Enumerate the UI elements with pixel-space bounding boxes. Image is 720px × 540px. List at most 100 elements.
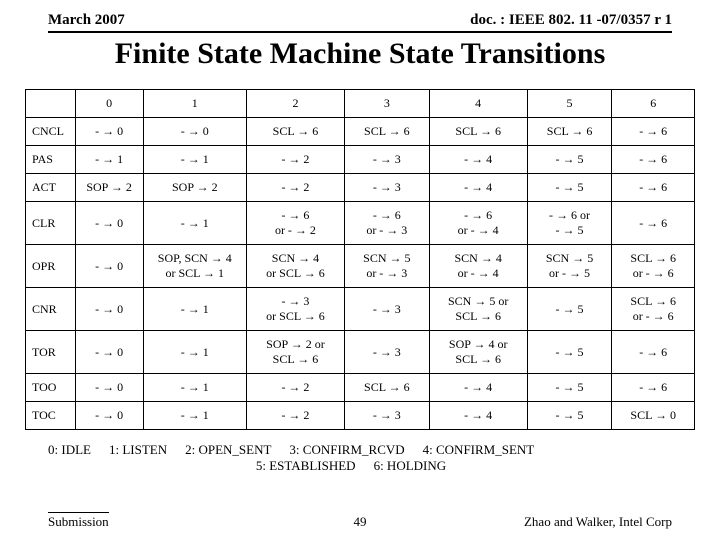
cell: - → 3 xyxy=(344,288,429,331)
cell: SCL → 6or - → 6 xyxy=(612,245,695,288)
cell: - → 4 xyxy=(429,146,527,174)
table-row: TOO- → 0- → 1- → 2SCL → 6- → 4- → 5- → 6 xyxy=(26,374,695,402)
cell: - → 4 xyxy=(429,402,527,430)
cell: - → 0 xyxy=(143,118,246,146)
cell: SCN → 5 orSCL → 6 xyxy=(429,288,527,331)
table-row: CNCL- → 0- → 0SCL → 6SCL → 6SCL → 6SCL →… xyxy=(26,118,695,146)
row-label: ACT xyxy=(26,174,76,202)
col-header: 4 xyxy=(429,90,527,118)
table-row: PAS- → 1- → 1- → 2- → 3- → 4- → 5- → 6 xyxy=(26,146,695,174)
cell: - → 3 xyxy=(344,174,429,202)
cell: - → 5 xyxy=(527,288,612,331)
row-label: CLR xyxy=(26,202,76,245)
cell: - → 0 xyxy=(75,118,143,146)
col-header: 3 xyxy=(344,90,429,118)
cell: - → 1 xyxy=(143,146,246,174)
cell: SCL → 0 xyxy=(612,402,695,430)
legend-item: 2: OPEN_SENT xyxy=(185,442,271,458)
footer-left: Submission xyxy=(48,512,109,530)
cell: - → 6 xyxy=(612,146,695,174)
header-underline xyxy=(48,31,672,33)
cell: - → 3 xyxy=(344,331,429,374)
header-bar: March 2007 doc. : IEEE 802. 11 -07/0357 … xyxy=(0,0,720,29)
cell: SOP → 4 orSCL → 6 xyxy=(429,331,527,374)
cell: - → 0 xyxy=(75,331,143,374)
cell: SOP → 2 xyxy=(143,174,246,202)
legend-item: 1: LISTEN xyxy=(109,442,167,458)
cell: - → 6 xyxy=(612,174,695,202)
cell: - → 0 xyxy=(75,202,143,245)
row-label: CNR xyxy=(26,288,76,331)
cell: SCL → 6or - → 6 xyxy=(612,288,695,331)
table-row: CLR- → 0- → 1- → 6or - → 2- → 6or - → 3-… xyxy=(26,202,695,245)
cell: SCL → 6 xyxy=(527,118,612,146)
legend-item: 5: ESTABLISHED xyxy=(256,458,356,474)
cell: SCL → 6 xyxy=(344,118,429,146)
legend: 0: IDLE1: LISTEN2: OPEN_SENT3: CONFIRM_R… xyxy=(48,442,672,474)
cell: - → 0 xyxy=(75,245,143,288)
cell: SCN → 5or - → 3 xyxy=(344,245,429,288)
cell: SCL → 6 xyxy=(429,118,527,146)
footer-right: Zhao and Walker, Intel Corp xyxy=(524,514,672,530)
cell: SOP → 2 orSCL → 6 xyxy=(246,331,344,374)
table-row: TOR- → 0- → 1SOP → 2 orSCL → 6- → 3SOP →… xyxy=(26,331,695,374)
legend-item: 3: CONFIRM_RCVD xyxy=(289,442,404,458)
legend-item: 6: HOLDING xyxy=(374,458,447,474)
col-header: 5 xyxy=(527,90,612,118)
cell: - → 2 xyxy=(246,146,344,174)
footer: Submission 49 Zhao and Walker, Intel Cor… xyxy=(48,512,672,530)
cell: - → 4 xyxy=(429,174,527,202)
row-label: CNCL xyxy=(26,118,76,146)
cell: SCL → 6 xyxy=(344,374,429,402)
cell: - → 1 xyxy=(143,374,246,402)
col-header: 6 xyxy=(612,90,695,118)
cell: - → 3 xyxy=(344,402,429,430)
fsm-table: 0123456CNCL- → 0- → 0SCL → 6SCL → 6SCL →… xyxy=(25,89,695,430)
cell: - → 1 xyxy=(143,202,246,245)
row-label: TOO xyxy=(26,374,76,402)
cell: - → 2 xyxy=(246,374,344,402)
cell: - → 1 xyxy=(143,288,246,331)
cell: - → 1 xyxy=(75,146,143,174)
footer-page: 49 xyxy=(354,514,367,530)
cell: - → 6or - → 4 xyxy=(429,202,527,245)
cell: - → 6or - → 2 xyxy=(246,202,344,245)
cell: - → 2 xyxy=(246,174,344,202)
cell: - → 0 xyxy=(75,402,143,430)
header-date: March 2007 xyxy=(48,12,125,29)
row-label: TOR xyxy=(26,331,76,374)
cell: - → 6 or- → 5 xyxy=(527,202,612,245)
legend-line-2: 5: ESTABLISHED 6: HOLDING xyxy=(48,458,672,474)
cell: - → 5 xyxy=(527,146,612,174)
table-row: OPR- → 0SOP, SCN → 4or SCL → 1SCN → 4or … xyxy=(26,245,695,288)
cell: - → 4 xyxy=(429,374,527,402)
row-label: OPR xyxy=(26,245,76,288)
table-corner xyxy=(26,90,76,118)
col-header: 2 xyxy=(246,90,344,118)
cell: SCL → 6 xyxy=(246,118,344,146)
cell: - → 6 xyxy=(612,374,695,402)
table-row: CNR- → 0- → 1- → 3or SCL → 6- → 3SCN → 5… xyxy=(26,288,695,331)
cell: - → 1 xyxy=(143,331,246,374)
cell: - → 2 xyxy=(246,402,344,430)
cell: - → 1 xyxy=(143,402,246,430)
cell: - → 5 xyxy=(527,402,612,430)
cell: - → 5 xyxy=(527,331,612,374)
cell: SOP → 2 xyxy=(75,174,143,202)
cell: - → 6 xyxy=(612,331,695,374)
row-label: PAS xyxy=(26,146,76,174)
legend-item: 4: CONFIRM_SENT xyxy=(423,442,535,458)
col-header: 0 xyxy=(75,90,143,118)
col-header: 1 xyxy=(143,90,246,118)
cell: SOP, SCN → 4or SCL → 1 xyxy=(143,245,246,288)
cell: - → 3or SCL → 6 xyxy=(246,288,344,331)
cell: - → 0 xyxy=(75,288,143,331)
table-row: ACTSOP → 2SOP → 2- → 2- → 3- → 4- → 5- →… xyxy=(26,174,695,202)
cell: - → 5 xyxy=(527,174,612,202)
cell: - → 6 xyxy=(612,118,695,146)
page-title: Finite State Machine State Transitions xyxy=(0,37,720,71)
cell: SCN → 4or SCL → 6 xyxy=(246,245,344,288)
cell: - → 3 xyxy=(344,146,429,174)
row-label: TOC xyxy=(26,402,76,430)
cell: SCN → 4or - → 4 xyxy=(429,245,527,288)
